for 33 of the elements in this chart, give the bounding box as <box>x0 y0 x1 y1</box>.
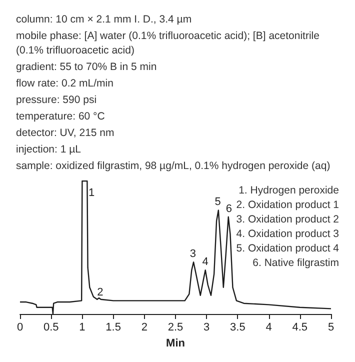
annotation: 5. Oxidation product 4 <box>236 242 340 254</box>
text: mobile phase: [A] water (0.1% trifluoroacetic acid); [B] acetonitrile (0.1% trifluoroacetic acid) <box>16 30 322 56</box>
annotation: 3 <box>190 248 196 260</box>
annotation: 1. Hydrogen peroxide <box>238 184 340 196</box>
annotation: 6. Native filgrastim <box>252 257 340 269</box>
text: injection: 1 µL <box>16 143 82 156</box>
x-tick-label: 1.5 <box>106 322 121 334</box>
annotation: 6 <box>226 202 232 215</box>
text: pressure: 590 psi <box>16 94 97 106</box>
x-tick-label: 0 <box>16 322 24 334</box>
text: temperature: 60 °C <box>16 110 106 122</box>
text: detector: UV, 215 nm <box>16 126 115 139</box>
text: column: 10 cm × 2.1 mm I. D., 3.4 µm <box>16 13 192 26</box>
annotation: 4. Oxidation product 3 <box>236 228 340 240</box>
annotation: 1 <box>88 186 95 199</box>
x-tick-label: 5 <box>328 322 334 334</box>
x-tick-label: 2 <box>141 322 148 334</box>
annotation: 3. Oxidation product 2 <box>236 214 340 226</box>
text: gradient: 55 to 70% B in 5 min <box>16 60 157 73</box>
x-tick-label: 3.5 <box>230 322 246 334</box>
x-tick-label: 4.5 <box>292 322 308 334</box>
annotation: 2 <box>97 286 104 299</box>
x-tick-label: 0.5 <box>43 322 59 334</box>
x-tick-label: 3 <box>204 322 210 334</box>
text: flow rate: 0.2 mL/min <box>16 77 114 90</box>
x-tick-label: 1 <box>79 322 86 334</box>
x-tick-label: 2.5 <box>168 322 184 334</box>
x-tick-label: 4 <box>266 322 272 334</box>
annotation: 4 <box>202 256 208 268</box>
annotation: 5 <box>214 196 221 208</box>
text: sample: oxidized filgrastim, 98 µg/mL, 0.1% hydrogen peroxide (aq) <box>16 160 330 172</box>
x-axis-title: Min <box>166 338 186 350</box>
annotation: 2. Oxidation product 1 <box>236 199 340 211</box>
